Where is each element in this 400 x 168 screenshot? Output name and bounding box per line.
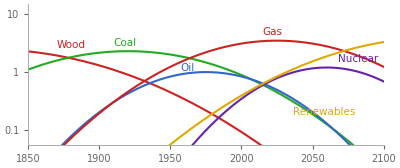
Text: Coal: Coal	[114, 38, 136, 48]
Text: Renewables: Renewables	[293, 107, 355, 116]
Text: Wood: Wood	[57, 40, 86, 50]
Text: Nuclear: Nuclear	[338, 54, 378, 64]
Text: Gas: Gas	[263, 27, 283, 37]
Text: Oil: Oil	[180, 63, 195, 73]
